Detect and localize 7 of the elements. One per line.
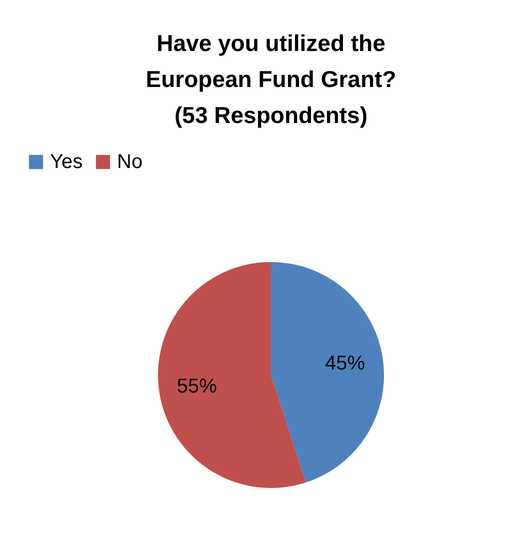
chart-title: Have you utilized the European Fund Grant? (53 Respondents)	[146, 30, 396, 128]
data-label: 45%	[325, 352, 366, 374]
legend-label: No	[117, 151, 143, 173]
data-label: 55%	[176, 376, 218, 398]
pie-slice	[158, 262, 306, 488]
legend-label: Yes	[50, 151, 83, 173]
pie-slice	[271, 262, 384, 482]
